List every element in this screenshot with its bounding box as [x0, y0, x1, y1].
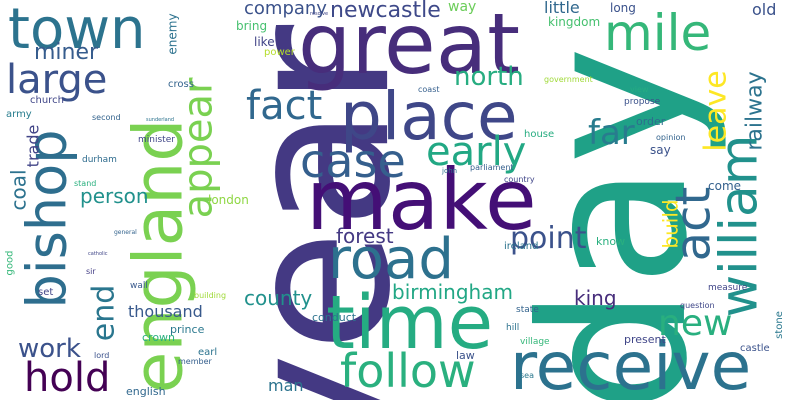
word: london: [208, 193, 249, 207]
word: county: [244, 286, 313, 310]
word: miner: [34, 40, 99, 65]
word: durham: [82, 155, 117, 165]
word: stone: [773, 311, 785, 339]
word: coast: [418, 85, 440, 94]
word: second: [92, 113, 121, 122]
word: general: [114, 229, 137, 236]
word: order: [636, 115, 666, 128]
word: build: [658, 199, 683, 249]
word: little: [544, 0, 580, 17]
word: birmingham: [392, 280, 513, 304]
word: great: [298, 0, 521, 93]
word: road: [328, 227, 454, 292]
word: stand: [74, 179, 97, 188]
word: work: [18, 334, 81, 364]
word: country: [504, 175, 535, 184]
word: place: [340, 78, 518, 155]
word: sea: [520, 371, 534, 380]
word: long: [610, 1, 636, 15]
word: set: [38, 287, 54, 298]
word: hold: [24, 355, 111, 400]
word: like: [254, 35, 275, 49]
word: government: [544, 75, 593, 84]
word: resolve: [310, 11, 329, 17]
word: prince: [170, 323, 205, 336]
word: parliament: [470, 163, 514, 172]
word: person: [80, 184, 149, 208]
word: village: [520, 337, 550, 347]
word: army: [6, 109, 32, 120]
word: newcastle: [330, 0, 441, 23]
word: kingdom: [548, 15, 601, 29]
word: new: [658, 303, 733, 344]
word: make: [306, 151, 537, 249]
word: opinion: [656, 133, 686, 142]
word: good: [4, 250, 16, 276]
word: bring: [236, 19, 268, 33]
word: early: [426, 129, 527, 175]
word: house: [524, 129, 555, 140]
word: minister: [138, 135, 175, 145]
word: lord: [94, 351, 110, 360]
word: receive: [510, 328, 752, 400]
word: trade: [23, 124, 43, 168]
word: conduct: [312, 311, 357, 324]
word: know: [596, 235, 626, 248]
word: thousand: [128, 302, 203, 321]
word: sunderland: [146, 117, 175, 123]
word: crown: [142, 331, 176, 344]
word: catholic: [88, 251, 108, 257]
word: leave: [698, 70, 734, 152]
word: man: [268, 376, 304, 395]
word: cross: [168, 79, 194, 90]
word: enemy: [165, 13, 180, 55]
word: john: [442, 167, 458, 175]
word: building: [194, 291, 227, 300]
word: sir: [86, 267, 96, 276]
word: state: [516, 305, 539, 315]
word: old: [752, 0, 777, 19]
word: large: [6, 57, 108, 103]
word: forest: [336, 224, 394, 248]
word: town: [8, 0, 146, 62]
word: wall: [130, 281, 148, 291]
word: propose: [624, 97, 661, 107]
word: hill: [506, 323, 520, 333]
word: power: [264, 47, 295, 58]
word: far: [588, 113, 635, 153]
word: earl: [198, 347, 218, 358]
word: church: [30, 95, 64, 106]
word: english: [126, 385, 166, 398]
word: ireland: [504, 241, 539, 252]
word: way: [448, 0, 477, 15]
word: end: [86, 284, 122, 342]
word: company: [244, 0, 327, 19]
word: time: [326, 280, 494, 366]
word: north: [454, 62, 524, 92]
word: fact: [246, 83, 323, 129]
word: king: [574, 286, 617, 310]
word: case: [300, 134, 406, 188]
word: mile: [604, 4, 712, 62]
word: member: [178, 357, 212, 366]
word: follow: [340, 344, 476, 398]
word: measure: [708, 283, 748, 293]
word: question: [680, 301, 715, 310]
word: railway: [742, 71, 768, 151]
word: view: [630, 85, 649, 94]
word: come: [708, 179, 742, 193]
word: law: [456, 349, 475, 362]
word: present: [624, 333, 666, 346]
word: say: [650, 143, 671, 157]
word: point: [510, 221, 587, 256]
word: castle: [740, 343, 770, 354]
word: coal: [6, 169, 31, 211]
